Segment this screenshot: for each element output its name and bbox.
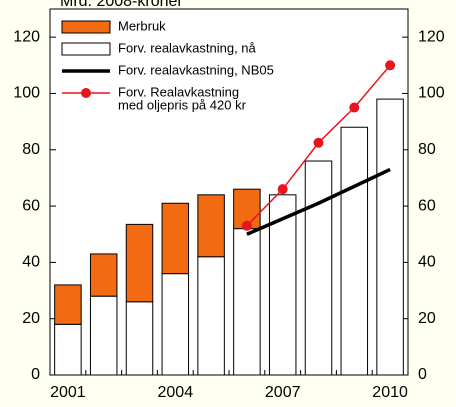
bar: [125, 301, 154, 376]
y2-tick-label: 0: [418, 366, 427, 383]
bar: [197, 194, 225, 258]
y2-tick-label: 40: [418, 254, 436, 271]
legend-label: Forv. Realavkastning: [118, 84, 239, 99]
bar: [54, 323, 82, 376]
bar: [89, 295, 118, 376]
bar: [340, 126, 369, 376]
bar: [89, 253, 118, 297]
legend-label: Forv. realavkastning, NB05: [118, 62, 274, 77]
x-tick-label: 2004: [158, 384, 194, 401]
y-tick-label: 60: [22, 197, 40, 214]
x-tick-label: 2010: [372, 384, 408, 401]
y-tick-label: 40: [22, 254, 40, 271]
line: [246, 167, 391, 236]
y2-tick-label: 100: [418, 85, 445, 102]
bar: [376, 98, 404, 376]
legend-label: med oljepris på 420 kr: [118, 97, 247, 112]
x-tick-label: 2001: [50, 384, 86, 401]
bar: [125, 223, 154, 303]
y-tick-label: 0: [31, 366, 40, 383]
marker: [349, 102, 360, 113]
marker: [313, 137, 324, 148]
bar: [161, 202, 190, 275]
y-tick-label: 80: [22, 141, 40, 158]
bar: [161, 273, 190, 376]
marker: [241, 220, 252, 231]
marker: [277, 184, 288, 195]
y-tick-label: 120: [13, 28, 40, 45]
y-tick-label: 20: [22, 310, 40, 327]
bar: [54, 284, 82, 325]
bar: [268, 194, 297, 376]
y2-tick-label: 60: [418, 197, 436, 214]
legend-marker: [81, 88, 91, 98]
legend-swatch: [61, 20, 111, 34]
y2-tick-label: 20: [418, 310, 436, 327]
legend-label: Forv. realavkastning, nå: [118, 40, 257, 55]
y-tick-label: 100: [13, 85, 40, 102]
chart-title: Mrd. 2008-kroner: [60, 0, 183, 10]
y2-tick-label: 80: [418, 141, 436, 158]
y2-tick-label: 120: [418, 28, 445, 45]
legend-label: Merbruk: [118, 18, 166, 33]
bar: [197, 256, 225, 376]
bar: [233, 228, 261, 376]
bar: [304, 160, 333, 376]
legend-swatch: [61, 42, 111, 56]
marker: [385, 60, 396, 71]
x-tick-label: 2007: [265, 384, 301, 401]
